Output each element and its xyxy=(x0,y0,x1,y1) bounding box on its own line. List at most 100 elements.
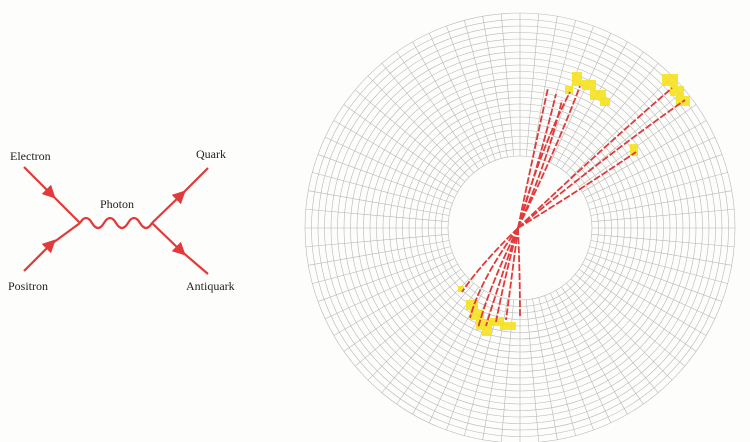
particle-track xyxy=(517,87,673,229)
grid-spoke xyxy=(587,252,723,302)
grid-spoke xyxy=(317,154,453,204)
grid-spoke xyxy=(317,252,453,302)
energy-deposit xyxy=(458,286,464,292)
energy-deposit xyxy=(572,72,582,86)
grid-spoke xyxy=(589,172,728,210)
energy-deposit xyxy=(670,86,684,96)
label-electron: Electron xyxy=(10,149,51,163)
grid-spoke xyxy=(412,41,485,166)
grid-spoke xyxy=(591,208,735,223)
grid-spoke xyxy=(525,299,540,442)
detector-display xyxy=(304,12,736,442)
grid-spoke xyxy=(428,33,490,163)
grid-spoke xyxy=(343,104,462,187)
grid-spoke xyxy=(566,282,659,393)
quark-line xyxy=(151,190,186,224)
grid-spoke xyxy=(305,233,449,248)
particle-track xyxy=(517,87,549,229)
grid-spoke xyxy=(532,16,558,158)
grid-spoke xyxy=(590,190,732,216)
energy-deposit xyxy=(565,86,573,94)
grid-spoke xyxy=(570,278,673,381)
particle-track xyxy=(495,227,519,323)
grid-spoke xyxy=(312,172,451,210)
grid-spoke xyxy=(590,240,732,266)
photon-line xyxy=(79,216,153,230)
grid-spoke xyxy=(446,295,496,431)
electron-line xyxy=(23,166,56,199)
grid-spoke xyxy=(325,136,455,198)
grid-spoke xyxy=(582,263,707,336)
grid-spoke xyxy=(308,240,450,266)
energy-deposit xyxy=(500,322,516,330)
grid-spoke xyxy=(396,286,479,405)
grid-spoke xyxy=(585,136,715,198)
grid-spoke xyxy=(333,263,458,336)
grid-spoke xyxy=(582,120,707,193)
antiquark-line xyxy=(151,222,186,256)
energy-deposit xyxy=(476,320,492,330)
grid-spoke xyxy=(566,63,659,174)
grid-spoke xyxy=(578,269,697,352)
grid-spoke xyxy=(550,33,612,163)
grid-spoke xyxy=(367,75,470,178)
particle-track xyxy=(517,227,521,319)
positron-line xyxy=(49,222,81,246)
grid-spoke xyxy=(464,20,502,159)
particle-track xyxy=(517,99,686,229)
grid-spoke xyxy=(555,290,628,415)
grid-spoke xyxy=(500,13,515,157)
energy-deposit xyxy=(470,310,484,320)
grid-spoke xyxy=(525,13,540,157)
energy-deposit xyxy=(662,74,678,86)
grid-spoke xyxy=(446,25,496,161)
grid-spoke xyxy=(585,258,715,320)
grid-spoke xyxy=(538,297,576,436)
particle-track xyxy=(505,227,519,321)
energy-deposit xyxy=(630,144,638,156)
energy-deposit xyxy=(490,318,504,326)
particle-track xyxy=(517,151,637,229)
grid-spoke xyxy=(587,154,723,204)
grid-spoke xyxy=(561,51,644,170)
grid-spoke xyxy=(591,233,735,248)
particle-track xyxy=(469,227,519,319)
grid-spoke xyxy=(574,89,685,182)
particle-track xyxy=(461,227,519,293)
label-quark: Quark xyxy=(196,147,226,161)
particle-track xyxy=(477,227,519,329)
positron-line xyxy=(23,239,56,272)
label-positron: Positron xyxy=(8,279,48,293)
grid-spoke xyxy=(574,274,685,367)
grid-spoke xyxy=(333,120,458,193)
label-photon: Photon xyxy=(100,197,134,211)
grid-spoke xyxy=(561,286,644,405)
grid-spoke xyxy=(325,258,455,320)
grid-spoke xyxy=(305,208,449,223)
electron-line xyxy=(49,192,81,224)
grid-spoke xyxy=(544,295,594,431)
grid-spoke xyxy=(343,269,462,352)
grid-spoke xyxy=(396,51,479,170)
energy-deposit xyxy=(582,80,596,90)
grid-spoke xyxy=(550,293,612,423)
grid-spoke xyxy=(312,246,451,284)
grid-spoke xyxy=(381,282,474,393)
antiquark-line xyxy=(179,249,209,275)
energy-deposit xyxy=(482,330,492,336)
particle-track xyxy=(517,85,581,229)
grid-spoke xyxy=(355,274,466,367)
grid-spoke xyxy=(367,278,470,381)
feynman-diagram xyxy=(23,166,209,275)
energy-deposit xyxy=(590,90,606,100)
grid-spoke xyxy=(482,16,508,158)
particle-track xyxy=(517,91,571,229)
grid-spoke xyxy=(570,75,673,178)
energy-deposit xyxy=(600,98,610,106)
grid-spoke xyxy=(308,190,450,216)
grid-spoke xyxy=(381,63,474,174)
grid-spoke xyxy=(555,41,628,166)
grid-spoke xyxy=(355,89,466,182)
quark-line xyxy=(179,167,209,197)
